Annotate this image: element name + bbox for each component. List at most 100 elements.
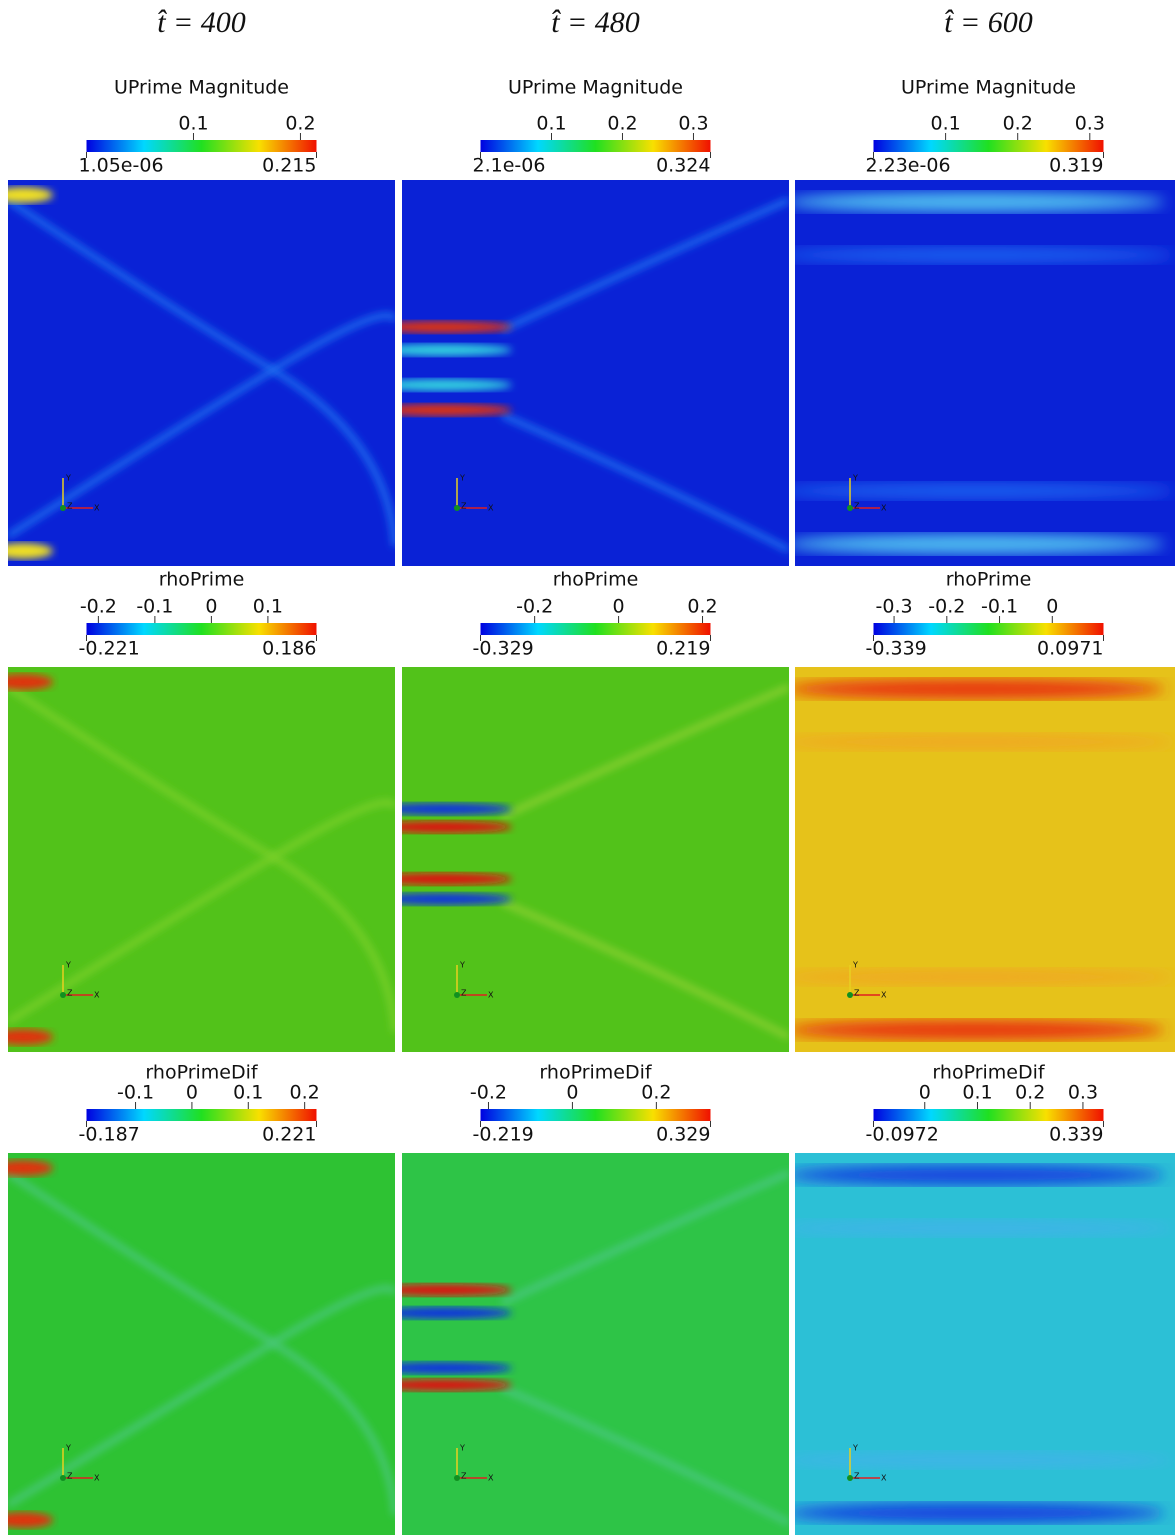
- colorbar-max-label: 0.339: [1049, 1124, 1103, 1146]
- colorbar-tick-label: 0.2: [290, 1082, 320, 1104]
- band: [795, 1020, 1165, 1040]
- triad-z: [454, 1475, 460, 1481]
- triad-label: Y: [852, 474, 858, 483]
- triad-label: Y: [852, 1444, 858, 1453]
- triad-label: Z: [67, 989, 73, 998]
- panel-title: UPrime Magnitude: [508, 77, 683, 99]
- colorbar-tick-label: 0.3: [678, 113, 708, 135]
- triad-label: X: [94, 1474, 100, 1483]
- panel-title: rhoPrime: [946, 569, 1032, 591]
- triad-label: Z: [854, 502, 860, 511]
- colorbar-min-label: 1.05e-06: [79, 155, 164, 177]
- colorbar-max-label: 0.221: [262, 1124, 316, 1146]
- colorbar-max-label: 0.324: [656, 155, 710, 177]
- colorbar-tick-label: 0: [919, 1082, 931, 1104]
- triad-z: [847, 1475, 853, 1481]
- triad-z: [60, 992, 66, 998]
- shock-front: [500, 1170, 789, 1306]
- triad-label: X: [94, 991, 100, 1000]
- field-image: [8, 1153, 395, 1535]
- colorbar-max-label: 0.319: [1049, 155, 1103, 177]
- triad-label: Y: [459, 1444, 465, 1453]
- colorbar-min-label: -0.219: [473, 1124, 534, 1146]
- colorbar: [480, 1109, 711, 1121]
- band: [795, 192, 1165, 212]
- hot-spot: [8, 674, 53, 690]
- triad-z: [454, 505, 460, 511]
- field-background: [402, 180, 789, 566]
- hot-spot: [8, 1160, 53, 1176]
- column-title: t̂ = 400: [157, 6, 246, 39]
- shock-front: [500, 899, 789, 1040]
- colorbar-tick-label: 0: [613, 596, 625, 618]
- band: [402, 344, 512, 356]
- colorbar: [86, 623, 317, 635]
- shock-front: [500, 684, 789, 820]
- panel-title: rhoPrimeDif: [539, 1062, 652, 1084]
- colorbar-tick-label: 0.2: [1003, 113, 1033, 135]
- band: [795, 1503, 1165, 1523]
- triad-label: Z: [854, 1472, 860, 1481]
- band: [402, 1307, 512, 1319]
- band: [795, 483, 1175, 499]
- colorbar-tick-label: 0.1: [253, 596, 283, 618]
- colorbar-max-label: 0.186: [262, 638, 316, 660]
- shock-front: [8, 799, 395, 1025]
- triad-label: Z: [461, 502, 467, 511]
- field-background: [795, 180, 1175, 566]
- triad-label: Y: [65, 1444, 71, 1453]
- colorbar-tick-label: -0.1: [981, 596, 1018, 618]
- triad-label: X: [488, 1474, 494, 1483]
- band: [402, 893, 512, 905]
- column-title: t̂ = 480: [551, 6, 640, 39]
- colorbar-tick-label: 0.3: [1075, 113, 1105, 135]
- band: [402, 803, 512, 815]
- colorbar-tick-label: 0.1: [178, 113, 208, 135]
- band: [795, 969, 1175, 985]
- triad-label: Z: [461, 1472, 467, 1481]
- band: [402, 1284, 512, 1296]
- colorbar-max-label: 0.0971: [1037, 638, 1103, 660]
- triad-z: [60, 505, 66, 511]
- colorbar-min-label: -0.339: [866, 638, 927, 660]
- colorbar-tick-label: 0: [1046, 596, 1058, 618]
- colorbar-tick-label: -0.2: [470, 1082, 507, 1104]
- colorbar-tick-label: -0.3: [876, 596, 913, 618]
- colorbar-max-label: 0.219: [656, 638, 710, 660]
- band: [795, 534, 1165, 554]
- colorbar: [86, 1109, 317, 1121]
- panel-title: rhoPrime: [553, 569, 639, 591]
- colorbar: [480, 140, 711, 152]
- colorbar: [873, 140, 1104, 152]
- colorbar-min-label: 2.23e-06: [866, 155, 951, 177]
- column-title: t̂ = 600: [944, 6, 1033, 39]
- shock-front: [8, 312, 395, 539]
- colorbar-tick-label: -0.2: [928, 596, 965, 618]
- band: [402, 321, 512, 333]
- colorbar-tick-label: 0: [566, 1082, 578, 1104]
- colorbar: [86, 140, 317, 152]
- colorbar-tick-label: 0.2: [607, 113, 637, 135]
- triad-z: [454, 992, 460, 998]
- triad-z: [847, 992, 853, 998]
- colorbar-tick-label: 0.2: [641, 1082, 671, 1104]
- field-image: [402, 667, 789, 1052]
- triad-z: [847, 505, 853, 511]
- band: [402, 821, 512, 833]
- triad-label: X: [881, 1474, 887, 1483]
- colorbar: [873, 1109, 1104, 1121]
- colorbar-min-label: 2.1e-06: [473, 155, 546, 177]
- triad-label: Z: [67, 1472, 73, 1481]
- band: [402, 1362, 512, 1374]
- band: [795, 1220, 1175, 1236]
- triad-label: X: [488, 991, 494, 1000]
- colorbar: [873, 623, 1104, 635]
- field-background: [402, 1153, 789, 1535]
- triad-label: X: [488, 504, 494, 513]
- colorbar-tick-label: -0.2: [516, 596, 553, 618]
- colorbar-tick-label: 0.1: [930, 113, 960, 135]
- colorbar-tick-label: 0.2: [1015, 1082, 1045, 1104]
- panel-title: rhoPrime: [159, 569, 245, 591]
- field-image: [8, 180, 395, 566]
